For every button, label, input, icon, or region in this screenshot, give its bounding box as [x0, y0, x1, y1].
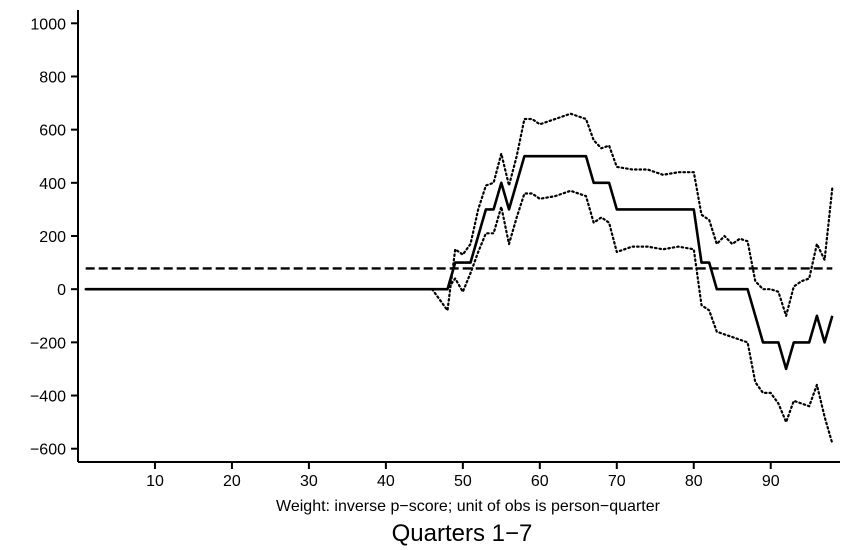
y-tick-label: −400 [30, 389, 66, 406]
y-tick-label: −200 [30, 335, 66, 352]
y-tick-label: 800 [39, 69, 66, 86]
x-tick-label: 70 [608, 473, 626, 490]
x-tick-label: 20 [223, 473, 241, 490]
series-line-solid [85, 154, 834, 371]
series-line-dotted [84, 189, 834, 445]
y-tick-label: 200 [39, 229, 66, 246]
x-axis-ticks: 10 20 30 40 50 60 70 80 90 [146, 462, 780, 490]
x-tick-label: 30 [300, 473, 318, 490]
x-tick-label: 10 [146, 473, 164, 490]
y-tick-label: 0 [57, 282, 66, 299]
chart-caption: Quarters 1−7 [392, 520, 533, 547]
y-tick-label: 1000 [30, 16, 66, 33]
y-axis-ticks: −600 −400 −200 0 200 400 600 800 1000 [30, 16, 78, 459]
series-group [84, 112, 834, 445]
series-line-dotted [84, 112, 834, 317]
chart-note: Weight: inverse p−score; unit of obs is … [276, 498, 661, 515]
x-tick-label: 90 [762, 473, 780, 490]
x-tick-label: 40 [377, 473, 395, 490]
y-tick-label: 600 [39, 123, 66, 140]
x-tick-label: 60 [531, 473, 549, 490]
x-tick-label: 80 [685, 473, 703, 490]
x-tick-label: 50 [454, 473, 472, 490]
y-tick-label: 400 [39, 176, 66, 193]
y-tick-label: −600 [30, 442, 66, 459]
